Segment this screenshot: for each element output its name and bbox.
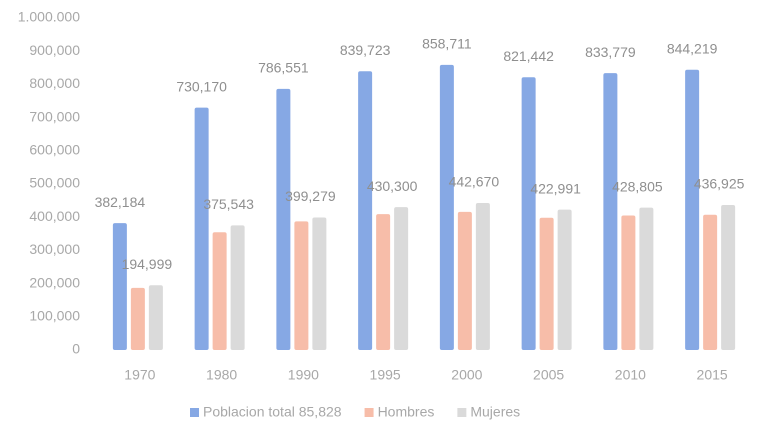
bar — [521, 77, 536, 351]
bar — [312, 217, 327, 350]
bar — [394, 207, 409, 350]
data-label: 399,279 — [285, 188, 336, 204]
data-label: 428,805 — [612, 178, 663, 194]
data-label: 858,711 — [422, 36, 472, 52]
bar — [276, 88, 291, 351]
bar — [539, 217, 554, 350]
y-tick-label: 400,000 — [29, 208, 80, 224]
data-label: 375,543 — [203, 196, 254, 212]
y-tick-label: 900,000 — [29, 42, 80, 58]
bar — [358, 71, 373, 350]
x-tick-label: 1995 — [370, 367, 401, 383]
data-label: 730,170 — [176, 78, 227, 94]
data-label: 442,670 — [449, 174, 500, 190]
bar — [294, 221, 309, 350]
bar — [457, 211, 472, 350]
bar — [557, 209, 572, 350]
legend-swatch — [190, 408, 199, 417]
bar — [603, 73, 618, 351]
data-label: 786,551 — [258, 60, 309, 76]
y-tick-label: 600,000 — [29, 142, 80, 158]
data-label: 844,219 — [667, 40, 718, 56]
y-tick-label: 800,000 — [29, 75, 80, 91]
y-tick-label: 300,000 — [29, 241, 80, 257]
bar — [721, 204, 736, 350]
x-tick-label: 2010 — [615, 367, 646, 383]
bar — [148, 285, 163, 350]
y-tick-label: 500,000 — [29, 175, 80, 191]
bar — [376, 214, 391, 350]
y-tick-label: 0 — [72, 341, 80, 357]
bar — [130, 287, 145, 350]
bar — [194, 107, 209, 350]
legend-swatch — [364, 408, 374, 417]
x-tick-label: 1990 — [288, 367, 319, 383]
legend-label: Poblacion total 85,828 — [203, 404, 342, 420]
bar — [112, 223, 127, 350]
bar — [475, 203, 490, 350]
x-tick-label: 2000 — [451, 367, 482, 383]
legend-swatch — [457, 408, 467, 417]
x-tick-label: 2005 — [533, 367, 564, 383]
y-tick-label: 700,000 — [29, 108, 80, 124]
data-label: 194,999 — [122, 256, 173, 272]
bar — [212, 232, 227, 350]
data-label: 833,779 — [585, 44, 636, 60]
data-label: 382,184 — [95, 194, 146, 210]
bar — [639, 207, 654, 350]
legend-label: Mujeres — [470, 404, 520, 420]
x-tick-label: 1970 — [124, 367, 155, 383]
bar — [703, 214, 718, 350]
bar — [439, 64, 454, 350]
bar — [230, 225, 245, 350]
y-tick-label: 200,000 — [29, 274, 80, 290]
data-label: 422,991 — [530, 180, 581, 196]
data-label: 430,300 — [367, 178, 418, 194]
bar — [685, 69, 700, 350]
x-tick-label: 1980 — [206, 367, 237, 383]
data-label: 821,442 — [503, 48, 554, 64]
legend-label: Hombres — [378, 404, 435, 420]
bar — [621, 215, 636, 350]
y-tick-label: 1.000.000 — [18, 9, 80, 25]
data-label: 436,925 — [694, 176, 745, 192]
data-label: 839,723 — [340, 42, 391, 58]
y-tick-label: 100,000 — [29, 308, 80, 324]
x-tick-label: 2015 — [697, 367, 728, 383]
